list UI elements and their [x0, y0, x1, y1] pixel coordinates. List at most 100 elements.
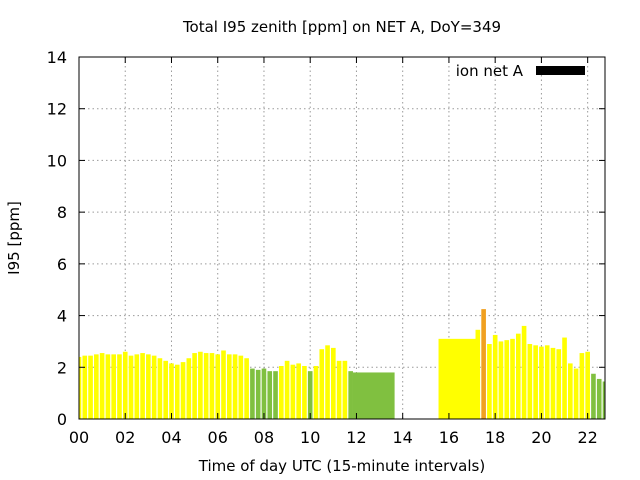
- bar: [244, 358, 249, 419]
- bar: [573, 368, 579, 419]
- bar: [284, 360, 290, 419]
- bar: [99, 353, 105, 419]
- bar: [602, 381, 605, 419]
- x-tick-label: 10: [300, 428, 320, 447]
- bar: [157, 358, 163, 419]
- bar: [94, 354, 99, 419]
- bar: [169, 363, 174, 419]
- y-tick-label: 2: [57, 358, 67, 377]
- y-tick-label: 8: [57, 203, 67, 222]
- bar: [568, 363, 573, 419]
- bar: [527, 344, 533, 419]
- bar: [596, 378, 602, 419]
- plot-frame: [78, 56, 606, 420]
- x-tick-label: 02: [115, 428, 135, 447]
- bar: [307, 371, 313, 419]
- bar: [313, 365, 319, 419]
- bar: [255, 369, 261, 419]
- bar: [105, 354, 111, 419]
- bar: [296, 363, 301, 419]
- x-tick-label: 22: [577, 428, 597, 447]
- bar: [550, 347, 556, 419]
- bar: [515, 333, 521, 419]
- bar: [128, 355, 134, 419]
- y-tick-label: 6: [57, 255, 67, 274]
- bar: [331, 347, 336, 419]
- bar: [88, 355, 93, 419]
- x-tick-label: 06: [208, 428, 228, 447]
- bar: [215, 354, 221, 419]
- bar: [562, 337, 567, 419]
- bar: [209, 353, 215, 419]
- bar: [319, 349, 325, 419]
- bar: [140, 353, 145, 419]
- bar: [539, 346, 544, 419]
- x-tick-label: 04: [161, 428, 181, 447]
- bar: [267, 371, 273, 419]
- bar: [492, 334, 498, 419]
- bar: [82, 355, 88, 419]
- bar: [325, 345, 330, 419]
- bar: [79, 356, 82, 419]
- y-tick-label: 0: [57, 410, 67, 429]
- bar: [180, 362, 186, 419]
- bar: [146, 354, 151, 419]
- x-tick-label: 20: [531, 428, 551, 447]
- x-axis-label: Time of day UTC (15-minute intervals): [198, 457, 485, 475]
- bar: [556, 349, 562, 419]
- bar: [203, 353, 209, 419]
- legend: ion net A: [456, 62, 585, 80]
- x-tick-label: 14: [393, 428, 413, 447]
- bar-span: [438, 338, 479, 419]
- y-tick-label: 12: [47, 100, 67, 119]
- bar: [134, 354, 140, 419]
- bar: [261, 368, 267, 419]
- y-tick-label: 10: [47, 151, 67, 170]
- bar: [198, 351, 203, 419]
- bar: [117, 354, 122, 419]
- bar: [510, 338, 515, 419]
- bar: [579, 353, 585, 419]
- bar: [186, 358, 192, 419]
- bar: [348, 371, 353, 419]
- bar: [221, 350, 226, 419]
- bar: [544, 345, 550, 419]
- x-tick-label: 00: [69, 428, 89, 447]
- bar: [336, 360, 342, 419]
- bar: [498, 341, 504, 419]
- x-tick-label: 16: [439, 428, 459, 447]
- bar: [302, 365, 307, 419]
- y-tick-label: 14: [47, 48, 67, 67]
- legend-swatch: [536, 66, 585, 75]
- bar: [174, 364, 180, 419]
- bar: [192, 353, 197, 419]
- bars: [79, 309, 605, 419]
- bar: [278, 365, 284, 419]
- bar: [585, 351, 590, 419]
- bar: [533, 345, 538, 419]
- bar: [591, 373, 596, 419]
- bar: [232, 354, 238, 419]
- bar: [504, 340, 510, 419]
- ticks: [78, 56, 605, 420]
- chart-title: Total I95 zenith [ppm] on NET A, DoY=349: [182, 18, 501, 36]
- bar: [151, 355, 157, 419]
- y-axis-label: I95 [ppm]: [5, 201, 23, 275]
- x-tick-label: 18: [485, 428, 505, 447]
- bar-span: [352, 372, 395, 419]
- bar: [226, 354, 232, 419]
- y-tick-label: 4: [57, 307, 67, 326]
- bar: [122, 351, 128, 419]
- bar: [481, 309, 486, 419]
- x-tick-label: 08: [254, 428, 274, 447]
- bar: [238, 355, 244, 419]
- bar: [521, 325, 527, 419]
- bar: [163, 360, 169, 419]
- bar: [250, 368, 255, 419]
- bar: [111, 354, 116, 419]
- bar: [273, 371, 278, 419]
- legend-label: ion net A: [456, 62, 524, 80]
- bar: [290, 364, 296, 419]
